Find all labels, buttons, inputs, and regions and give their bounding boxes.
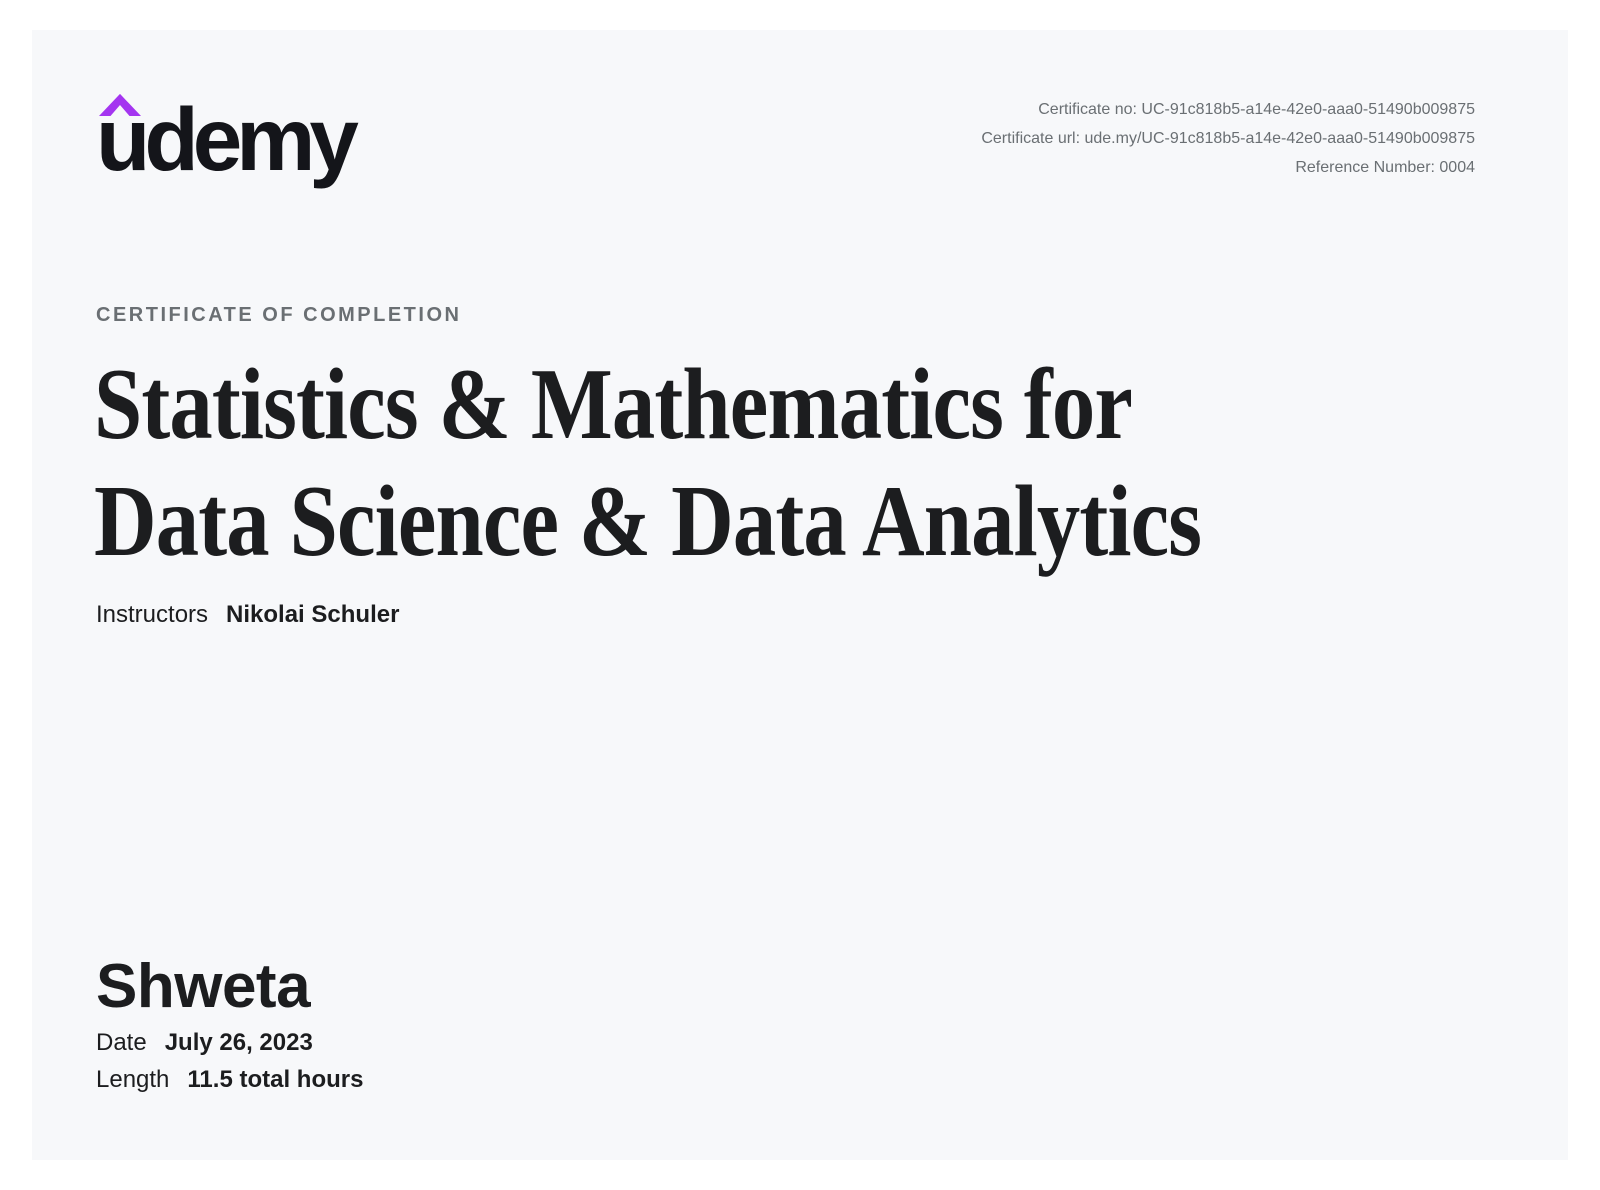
certificate-of-completion-label: CERTIFICATE OF COMPLETION [96,304,462,326]
length-label: Length [96,1066,170,1093]
instructors-label: Instructors [96,601,209,628]
certificate-url: Certificate url: ude.my/UC-91c818b5-a14e… [981,130,1475,147]
recipient-name: Shweta [96,952,311,1021]
certificate-number: Certificate no: UC-91c818b5-a14e-42e0-aa… [1038,101,1475,118]
instructors-row: Instructors Nikolai Schuler [96,600,399,630]
date-row: Date July 26, 2023 [96,1024,363,1061]
length-row: Length 11.5 total hours [96,1061,363,1098]
course-title-line-1: Statistics & Mathematics for [94,348,1133,461]
chevron-up-icon [99,93,141,117]
reference-number: Reference Number: 0004 [1295,159,1475,176]
date-value: July 26, 2023 [164,1029,313,1056]
udemy-wordmark: udemy [96,89,359,189]
date-label: Date [96,1029,147,1056]
course-title-line-2: Data Science & Data Analytics [94,465,1202,578]
certificate-meta: Certificate no: UC-91c818b5-a14e-42e0-aa… [981,95,1475,182]
udemy-logo: udemy [96,89,359,197]
certificate-card: udemy Certificate no: UC-91c818b5-a14e-4… [32,30,1568,1160]
certificate-details: Date July 26, 2023 Length 11.5 total hours [96,1024,363,1098]
course-title: Statistics & Mathematics for Data Scienc… [94,346,1202,580]
length-value: 11.5 total hours [187,1066,364,1093]
instructors-value: Nikolai Schuler [226,601,400,628]
